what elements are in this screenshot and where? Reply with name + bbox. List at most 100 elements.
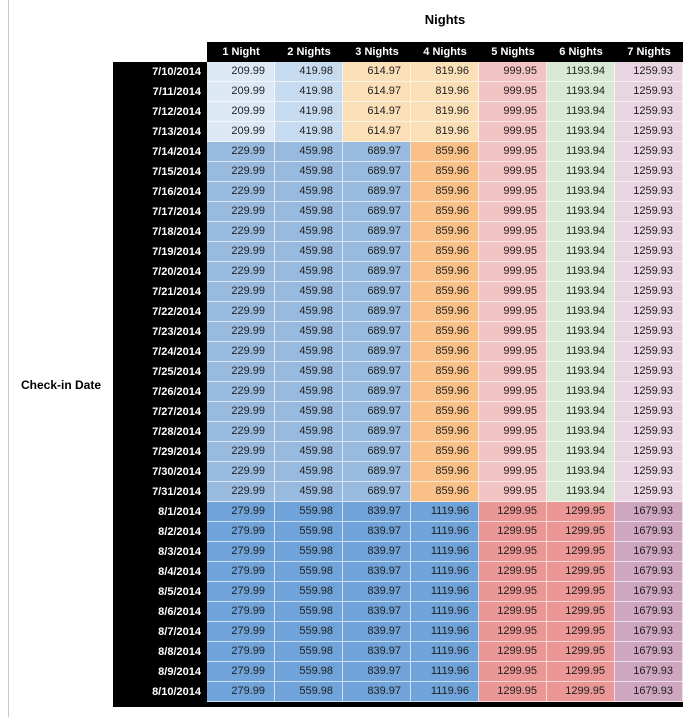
column-header[interactable]: 7 Nights [627, 46, 671, 58]
price-cell[interactable]: 1259.93 [615, 142, 683, 162]
date-cell[interactable]: 7/15/2014 [113, 162, 207, 182]
price-cell[interactable]: 859.96 [411, 162, 479, 182]
date-cell[interactable]: 7/18/2014 [113, 222, 207, 242]
price-cell[interactable]: 689.97 [343, 282, 411, 302]
price-cell[interactable]: 1299.95 [547, 682, 615, 702]
price-cell[interactable]: 859.96 [411, 302, 479, 322]
price-cell[interactable]: 229.99 [207, 142, 275, 162]
price-cell[interactable]: 819.96 [411, 122, 479, 142]
date-cell[interactable]: 7/12/2014 [113, 102, 207, 122]
price-cell[interactable]: 1259.93 [615, 182, 683, 202]
price-cell[interactable]: 1193.94 [547, 302, 615, 322]
price-cell[interactable]: 459.98 [275, 262, 343, 282]
price-cell[interactable]: 1299.95 [547, 582, 615, 602]
date-cell[interactable]: 8/7/2014 [113, 622, 207, 642]
price-cell[interactable]: 1259.93 [615, 482, 683, 502]
price-cell[interactable]: 999.95 [479, 482, 547, 502]
price-cell[interactable]: 999.95 [479, 402, 547, 422]
price-cell[interactable]: 1259.93 [615, 162, 683, 182]
price-cell[interactable]: 1259.93 [615, 322, 683, 342]
price-cell[interactable]: 859.96 [411, 342, 479, 362]
price-cell[interactable]: 559.98 [275, 542, 343, 562]
price-cell[interactable]: 279.99 [207, 582, 275, 602]
price-cell[interactable]: 839.97 [343, 682, 411, 702]
price-cell[interactable]: 1259.93 [615, 122, 683, 142]
price-cell[interactable]: 229.99 [207, 242, 275, 262]
price-cell[interactable]: 419.98 [275, 62, 343, 82]
price-cell[interactable]: 1299.95 [479, 562, 547, 582]
price-cell[interactable]: 1299.95 [547, 622, 615, 642]
price-cell[interactable]: 1679.93 [615, 582, 683, 602]
price-cell[interactable]: 559.98 [275, 662, 343, 682]
price-cell[interactable]: 689.97 [343, 362, 411, 382]
price-cell[interactable]: 559.98 [275, 622, 343, 642]
price-cell[interactable]: 689.97 [343, 262, 411, 282]
column-header[interactable]: 2 Nights [287, 46, 331, 58]
date-cell[interactable]: 8/9/2014 [113, 662, 207, 682]
price-cell[interactable]: 1259.93 [615, 302, 683, 322]
price-cell[interactable]: 559.98 [275, 562, 343, 582]
price-cell[interactable]: 459.98 [275, 182, 343, 202]
price-cell[interactable]: 689.97 [343, 402, 411, 422]
price-cell[interactable]: 1299.95 [547, 542, 615, 562]
price-cell[interactable]: 1259.93 [615, 442, 683, 462]
price-cell[interactable]: 1259.93 [615, 422, 683, 442]
price-cell[interactable]: 459.98 [275, 482, 343, 502]
price-cell[interactable]: 1259.93 [615, 462, 683, 482]
price-cell[interactable]: 459.98 [275, 322, 343, 342]
price-cell[interactable]: 859.96 [411, 462, 479, 482]
price-cell[interactable]: 279.99 [207, 502, 275, 522]
price-cell[interactable]: 1119.96 [411, 622, 479, 642]
price-cell[interactable]: 614.97 [343, 122, 411, 142]
date-cell[interactable]: 7/16/2014 [113, 182, 207, 202]
price-cell[interactable]: 1299.95 [547, 662, 615, 682]
column-header[interactable]: 6 Nights [559, 46, 603, 58]
date-cell[interactable]: 7/13/2014 [113, 122, 207, 142]
price-cell[interactable]: 279.99 [207, 622, 275, 642]
date-cell[interactable]: 7/28/2014 [113, 422, 207, 442]
price-cell[interactable]: 459.98 [275, 402, 343, 422]
price-cell[interactable]: 1299.95 [479, 642, 547, 662]
price-cell[interactable]: 229.99 [207, 482, 275, 502]
date-cell[interactable]: 7/11/2014 [113, 82, 207, 102]
price-cell[interactable]: 999.95 [479, 162, 547, 182]
price-cell[interactable]: 999.95 [479, 362, 547, 382]
price-cell[interactable]: 999.95 [479, 242, 547, 262]
price-cell[interactable]: 229.99 [207, 442, 275, 462]
price-cell[interactable]: 999.95 [479, 422, 547, 442]
price-cell[interactable]: 999.95 [479, 302, 547, 322]
date-cell[interactable]: 7/24/2014 [113, 342, 207, 362]
price-cell[interactable]: 999.95 [479, 202, 547, 222]
price-cell[interactable]: 459.98 [275, 142, 343, 162]
price-cell[interactable]: 819.96 [411, 102, 479, 122]
price-cell[interactable]: 1679.93 [615, 522, 683, 542]
price-cell[interactable]: 559.98 [275, 682, 343, 702]
price-cell[interactable]: 1119.96 [411, 542, 479, 562]
price-cell[interactable]: 1299.95 [479, 602, 547, 622]
price-cell[interactable]: 1193.94 [547, 422, 615, 442]
price-cell[interactable]: 1193.94 [547, 222, 615, 242]
price-cell[interactable]: 209.99 [207, 62, 275, 82]
price-cell[interactable]: 1299.95 [547, 642, 615, 662]
price-cell[interactable]: 559.98 [275, 642, 343, 662]
price-cell[interactable]: 229.99 [207, 202, 275, 222]
price-cell[interactable]: 689.97 [343, 222, 411, 242]
price-cell[interactable]: 614.97 [343, 62, 411, 82]
price-cell[interactable]: 1193.94 [547, 62, 615, 82]
price-cell[interactable]: 1193.94 [547, 182, 615, 202]
price-cell[interactable]: 839.97 [343, 582, 411, 602]
price-cell[interactable]: 1193.94 [547, 442, 615, 462]
price-cell[interactable]: 614.97 [343, 102, 411, 122]
price-cell[interactable]: 859.96 [411, 142, 479, 162]
price-cell[interactable]: 839.97 [343, 662, 411, 682]
price-cell[interactable]: 1259.93 [615, 222, 683, 242]
price-cell[interactable]: 1299.95 [479, 622, 547, 642]
price-cell[interactable]: 279.99 [207, 542, 275, 562]
price-cell[interactable]: 419.98 [275, 102, 343, 122]
price-cell[interactable]: 1119.96 [411, 502, 479, 522]
price-cell[interactable]: 999.95 [479, 442, 547, 462]
price-cell[interactable]: 614.97 [343, 82, 411, 102]
price-cell[interactable]: 229.99 [207, 462, 275, 482]
price-cell[interactable]: 1259.93 [615, 262, 683, 282]
price-cell[interactable]: 1259.93 [615, 62, 683, 82]
